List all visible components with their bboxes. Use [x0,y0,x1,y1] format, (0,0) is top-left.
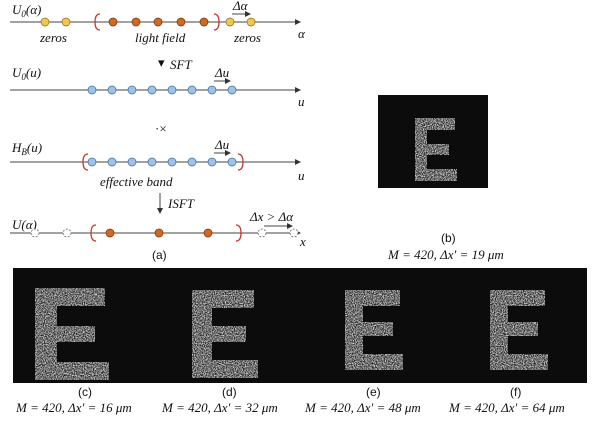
dot [128,158,136,166]
row-3: HB(u) Δu effective band u [10,137,305,189]
dot [109,18,117,26]
arrow-mark: ▾ [158,55,165,70]
operation: ISFT [167,196,195,211]
dot [188,158,196,166]
caption: (f) [510,385,521,399]
dot [226,18,234,26]
step: Δx > Δα [249,209,294,224]
band-label: effective band [100,174,173,189]
label-arg: (u) [26,65,41,80]
dot [155,229,163,237]
axis-label: x [299,234,306,249]
dot [208,86,216,94]
dot [88,158,96,166]
image-b [378,95,488,188]
label-arg: (u) [27,140,42,155]
zeros-label: zeros [233,30,261,45]
row-4: U(α) Δx > Δα x [10,209,306,249]
caption: (e) [366,385,381,399]
light-field-label: light field [135,30,186,45]
dot [247,18,255,26]
label-main: H [11,140,22,155]
caption: (d) [222,385,237,399]
row-1: U0(α) Δα zeros light field zeros α [10,0,306,45]
dot [31,229,39,237]
step: Δα [232,0,249,13]
dot [208,158,216,166]
axis-label: u [298,94,305,109]
row-label: U0(α) [12,2,41,19]
dot [228,158,236,166]
image-e [300,268,443,383]
dot [148,86,156,94]
image-f [443,268,587,383]
row-label: HB(u) [11,140,42,157]
dot [168,158,176,166]
dot [108,158,116,166]
multiply: ·× [155,121,167,136]
params: M = 420, Δx′ = 19 μm [387,247,504,262]
dot [62,18,70,26]
image-d [157,268,300,383]
operation: SFT [170,57,192,72]
caption: (a) [152,248,167,262]
params: M = 420, Δx′ = 64 μm [448,400,565,415]
dot [204,229,212,237]
dot [88,86,96,94]
label-arg: (α) [26,2,41,17]
caption: (b) [441,231,456,245]
params: M = 420, Δx′ = 32 μm [161,400,278,415]
params: M = 420, Δx′ = 48 μm [304,400,421,415]
step: Δu [214,137,230,152]
dot [128,86,136,94]
params: M = 420, Δx′ = 16 μm [15,400,132,415]
zeros-label: zeros [39,30,67,45]
dot [200,18,208,26]
dot [154,18,162,26]
dot [228,86,236,94]
axis-label: u [298,168,305,183]
dot [148,158,156,166]
dot [132,18,140,26]
dot [258,229,266,237]
image-c [13,268,157,383]
axis-label: α [298,26,306,41]
figure: U0(α) Δα zeros light field zeros α U0(u)… [0,0,597,424]
dot [188,86,196,94]
step: Δu [214,65,230,80]
dot [177,18,185,26]
row-2: U0(u) ▾ SFT Δu u [10,55,305,109]
dot [63,229,71,237]
row-label: U0(u) [12,65,41,82]
dot [108,86,116,94]
dot [106,229,114,237]
dot [290,229,298,237]
dot [41,18,49,26]
caption: (c) [78,385,92,399]
dot [168,86,176,94]
